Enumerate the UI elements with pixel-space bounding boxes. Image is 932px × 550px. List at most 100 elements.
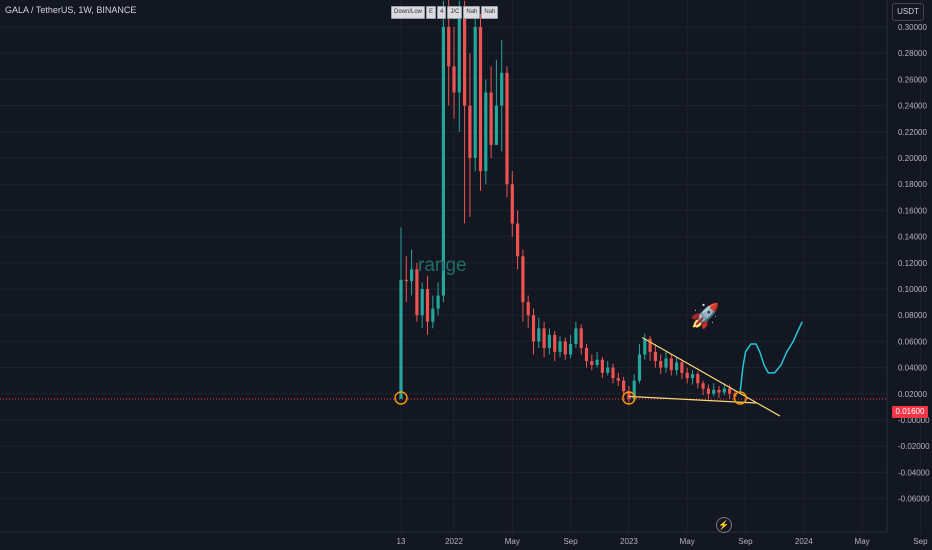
toolbar-button-e[interactable]: E xyxy=(426,6,437,19)
candle xyxy=(558,341,562,352)
candle xyxy=(722,388,726,393)
candle xyxy=(643,338,647,355)
price-tick-label: 0.10000 xyxy=(898,285,927,294)
scroll-to-realtime-icon[interactable]: ⚡ xyxy=(716,517,732,533)
candle xyxy=(728,388,732,394)
candle xyxy=(457,13,461,93)
time-tick-label: 2024 xyxy=(795,537,813,546)
candle xyxy=(463,13,467,106)
candle xyxy=(579,328,583,348)
candle xyxy=(632,380,636,400)
candle xyxy=(420,289,424,316)
candle xyxy=(569,344,573,355)
candle xyxy=(701,383,705,389)
candle xyxy=(563,341,567,355)
toolbar-button-down-low[interactable]: Down/Low xyxy=(391,6,426,19)
time-tick-label: May xyxy=(680,537,695,546)
circle-marker xyxy=(733,391,747,405)
toolbar-button-4[interactable]: 4 xyxy=(437,6,447,19)
candle xyxy=(584,347,589,362)
candle xyxy=(415,269,419,316)
rocket-icon: 🚀 xyxy=(690,303,720,330)
price-tick-label: 0.14000 xyxy=(898,233,927,242)
candle xyxy=(510,184,514,224)
time-tick-label: May xyxy=(505,537,520,546)
time-tick-label: Sep xyxy=(913,537,928,546)
candle xyxy=(521,256,525,303)
candle xyxy=(664,358,668,368)
candle xyxy=(452,66,456,93)
candle xyxy=(542,328,546,348)
candle xyxy=(600,359,604,373)
time-tick-label: 2022 xyxy=(445,537,463,546)
price-tick-label: 0.04000 xyxy=(898,364,927,373)
time-tick-label: Sep xyxy=(738,537,753,546)
price-tick-label: -0.04000 xyxy=(898,468,930,477)
time-axis[interactable]: 13 2022 May Sep 2023 May Sep 2024 May Sep xyxy=(397,537,929,546)
candle xyxy=(436,295,440,309)
candle xyxy=(717,389,721,393)
candle xyxy=(537,328,541,342)
circle-marker xyxy=(622,391,636,405)
candle xyxy=(431,308,435,322)
price-tick-label: 0.08000 xyxy=(898,311,927,320)
candle xyxy=(484,92,488,172)
price-tick-label: 0.06000 xyxy=(898,337,927,346)
time-tick-label: 2023 xyxy=(620,537,638,546)
candle xyxy=(478,27,483,172)
toolbar-button-jc[interactable]: J/C xyxy=(447,6,463,19)
price-tick-label: 0.28000 xyxy=(898,49,927,58)
time-tick-label: Sep xyxy=(563,537,578,546)
candle xyxy=(653,351,657,362)
candle xyxy=(574,328,578,345)
time-tick-label: 13 xyxy=(397,537,406,546)
price-tick-label: 0.20000 xyxy=(898,154,927,163)
last-price-tag: 0.01600 xyxy=(892,406,928,418)
candle xyxy=(399,279,403,400)
grid xyxy=(0,0,921,532)
toolbar-button-nah-1[interactable]: Nah xyxy=(463,6,481,19)
candle xyxy=(468,105,472,158)
currency-button[interactable]: USDT xyxy=(892,3,924,21)
candle xyxy=(526,302,530,316)
candle xyxy=(425,289,430,322)
candle xyxy=(494,105,498,145)
time-tick-label: May xyxy=(855,537,870,546)
price-tick-label: -0.02000 xyxy=(898,442,930,451)
candle xyxy=(637,354,642,381)
indicator-toolbar: Down/Low E 4 J/C Nah Nah xyxy=(391,6,499,19)
toolbar-button-nah-2[interactable]: Nah xyxy=(481,6,499,19)
candle xyxy=(669,358,673,371)
projection-path xyxy=(739,321,803,392)
candle xyxy=(616,378,620,381)
candle xyxy=(473,27,477,158)
candle xyxy=(712,389,716,394)
candle xyxy=(505,72,509,185)
candle xyxy=(590,361,594,365)
candle xyxy=(627,391,631,400)
upper-trendline xyxy=(641,336,781,417)
candle xyxy=(648,338,652,352)
circle-marker xyxy=(394,391,408,405)
candle xyxy=(489,92,493,145)
candle xyxy=(696,374,700,384)
candle xyxy=(659,361,663,368)
candle xyxy=(410,269,414,282)
price-tick-label: -0.06000 xyxy=(898,495,930,504)
candle xyxy=(675,362,679,371)
candle xyxy=(690,374,695,379)
price-tick-label: 0.02000 xyxy=(898,390,927,399)
candle xyxy=(595,359,599,365)
lower-trendline xyxy=(628,395,757,404)
price-tick-label: 0.24000 xyxy=(898,102,927,111)
symbol-title[interactable]: GALA / TetherUS, 1W, BINANCE xyxy=(5,5,137,15)
drawings xyxy=(394,321,803,417)
price-axis[interactable]: 0.30000 0.28000 0.26000 0.24000 0.22000 0.200… xyxy=(898,23,930,504)
candle xyxy=(547,334,551,348)
candle xyxy=(611,367,615,379)
candle xyxy=(622,380,626,392)
range-label: range xyxy=(418,255,467,276)
candle xyxy=(500,72,504,106)
candle xyxy=(680,362,684,373)
